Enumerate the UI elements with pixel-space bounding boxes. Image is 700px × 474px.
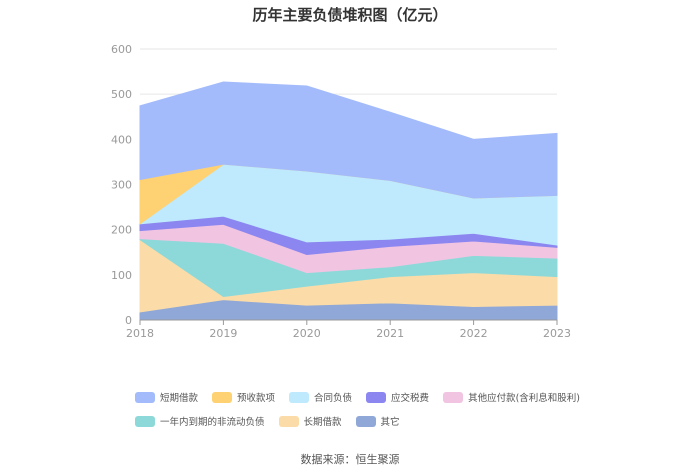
y-axis: 0 100 200 300 400 500 600 <box>111 43 132 327</box>
legend-label: 其它 <box>380 417 400 428</box>
y-tick-label: 100 <box>111 269 132 282</box>
legend-label: 长期借款 <box>303 417 342 428</box>
x-tick-label: 2022 <box>460 327 488 340</box>
legend-item[interactable]: 应交税费 <box>366 390 429 404</box>
legend-item[interactable]: 长期借款 <box>278 414 342 428</box>
legend-item[interactable]: 合同负债 <box>289 390 352 404</box>
legend-item[interactable]: 短期借款 <box>135 390 198 404</box>
legend-swatch <box>212 391 233 403</box>
legend-swatch <box>278 415 299 427</box>
legend-label: 其他应付款(含利息和股利) <box>468 393 580 404</box>
y-tick-label: 600 <box>111 43 132 56</box>
y-tick-label: 500 <box>111 88 132 101</box>
area-series <box>139 81 558 199</box>
legend: 短期借款 预收款项 合同负债 应交税费 其他应付款(含利息和股利) 一年内到期的非流动负债… <box>135 390 595 428</box>
y-tick-label: 200 <box>111 224 132 237</box>
area-layers <box>138 81 558 321</box>
y-tick-label: 0 <box>125 314 132 327</box>
legend-label: 预收款项 <box>237 393 276 404</box>
legend-swatch <box>289 391 310 403</box>
y-tick-label: 400 <box>111 133 132 146</box>
x-tick-label: 2018 <box>126 327 154 340</box>
legend-swatch <box>443 391 464 403</box>
legend-label: 短期借款 <box>160 393 199 404</box>
x-tick-label: 2021 <box>376 327 404 340</box>
x-tick-label: 2020 <box>293 327 321 340</box>
x-tick-label: 2019 <box>209 327 237 340</box>
legend-item[interactable]: 其它 <box>355 414 400 428</box>
legend-item[interactable]: 其他应付款(含利息和股利) <box>443 390 580 404</box>
legend-swatch <box>355 415 376 427</box>
y-tick-label: 300 <box>111 179 132 192</box>
legend-swatch <box>135 391 155 403</box>
legend-swatch <box>135 415 155 427</box>
chart-title: 历年主要负债堆积图（亿元） <box>252 6 448 24</box>
legend-label: 应交税费 <box>391 393 430 404</box>
data-source: 数据来源：恒生聚源 <box>300 453 400 466</box>
legend-item[interactable]: 一年内到期的非流动负债 <box>135 414 265 428</box>
x-tick-label: 2023 <box>543 327 571 340</box>
legend-label: 合同负债 <box>314 393 353 404</box>
x-axis: 2018 2019 2020 2021 2022 2023 <box>126 319 571 340</box>
legend-swatch <box>366 391 387 403</box>
stacked-area-chart: 0 100 200 300 400 500 600 2018 2019 2020 2021 2022… <box>111 43 571 340</box>
legend-label: 一年内到期的非流动负债 <box>160 417 265 428</box>
legend-item[interactable]: 预收款项 <box>212 390 275 404</box>
